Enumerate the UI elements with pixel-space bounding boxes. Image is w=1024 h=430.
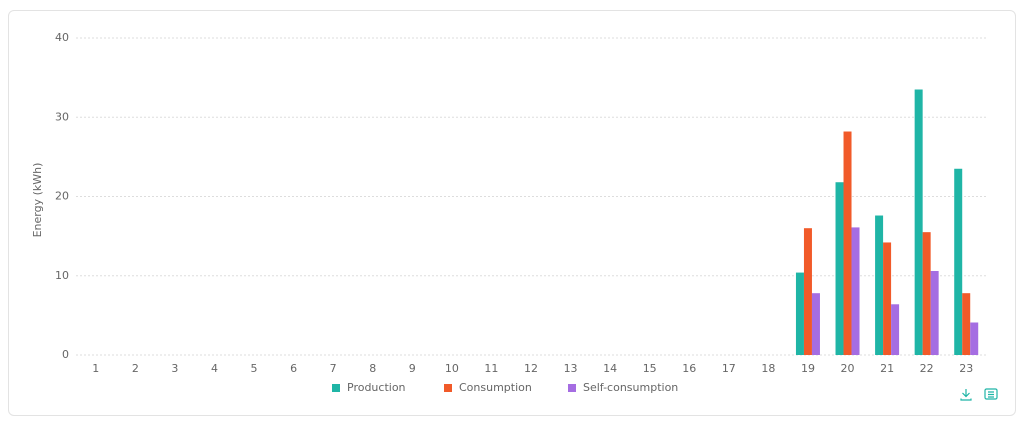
legend-label: Consumption (459, 381, 532, 394)
x-tick-label: 13 (564, 362, 578, 375)
table-glyph-lines[interactable] (988, 391, 994, 398)
x-tick-label: 22 (920, 362, 934, 375)
bar (914, 89, 923, 355)
y-axis-title: Energy (kWh) (31, 163, 44, 238)
x-tick-label: 1 (92, 362, 99, 375)
legend-marker (568, 384, 576, 392)
x-tick-label: 10 (445, 362, 459, 375)
x-tick-label: 16 (682, 362, 696, 375)
table-icon[interactable] (984, 388, 998, 400)
x-tick-label: 20 (841, 362, 855, 375)
bar (795, 272, 804, 355)
x-tick-label: 4 (211, 362, 218, 375)
x-tick-label: 8 (369, 362, 376, 375)
legend-label: Self-consumption (583, 381, 678, 394)
x-tick-label: 17 (722, 362, 736, 375)
bar (843, 131, 852, 355)
x-tick-label: 9 (409, 362, 416, 375)
x-tick-label: 11 (484, 362, 498, 375)
bar (835, 182, 844, 355)
x-tick-label: 5 (251, 362, 258, 375)
x-tick-label: 7 (330, 362, 337, 375)
x-tick-label: 18 (761, 362, 775, 375)
bar (883, 242, 892, 355)
bar (851, 227, 860, 355)
legend-marker (332, 384, 340, 392)
y-tick-label: 20 (55, 190, 69, 203)
x-tick-label: 19 (801, 362, 815, 375)
legend-label: Production (347, 381, 406, 394)
bar (811, 293, 820, 355)
x-tick-label: 3 (171, 362, 178, 375)
bar (962, 293, 971, 355)
download-icon[interactable] (960, 389, 972, 401)
download-glyph[interactable] (960, 389, 972, 401)
bar (970, 322, 979, 355)
x-tick-label: 14 (603, 362, 617, 375)
x-tick-label: 6 (290, 362, 297, 375)
y-tick-label: 40 (55, 31, 69, 44)
x-tick-label: 2 (132, 362, 139, 375)
x-tick-label: 23 (959, 362, 973, 375)
bar (954, 168, 963, 355)
legend-marker (444, 384, 452, 392)
bar (891, 304, 900, 355)
bar (803, 228, 812, 355)
y-tick-label: 0 (62, 348, 69, 361)
y-tick-label: 10 (55, 269, 69, 282)
table-glyph[interactable] (984, 388, 998, 400)
bar (930, 270, 939, 355)
y-tick-label: 30 (55, 110, 69, 123)
bar (875, 215, 884, 355)
bar (922, 232, 931, 355)
x-tick-label: 15 (643, 362, 657, 375)
x-tick-label: 21 (880, 362, 894, 375)
x-tick-label: 12 (524, 362, 538, 375)
